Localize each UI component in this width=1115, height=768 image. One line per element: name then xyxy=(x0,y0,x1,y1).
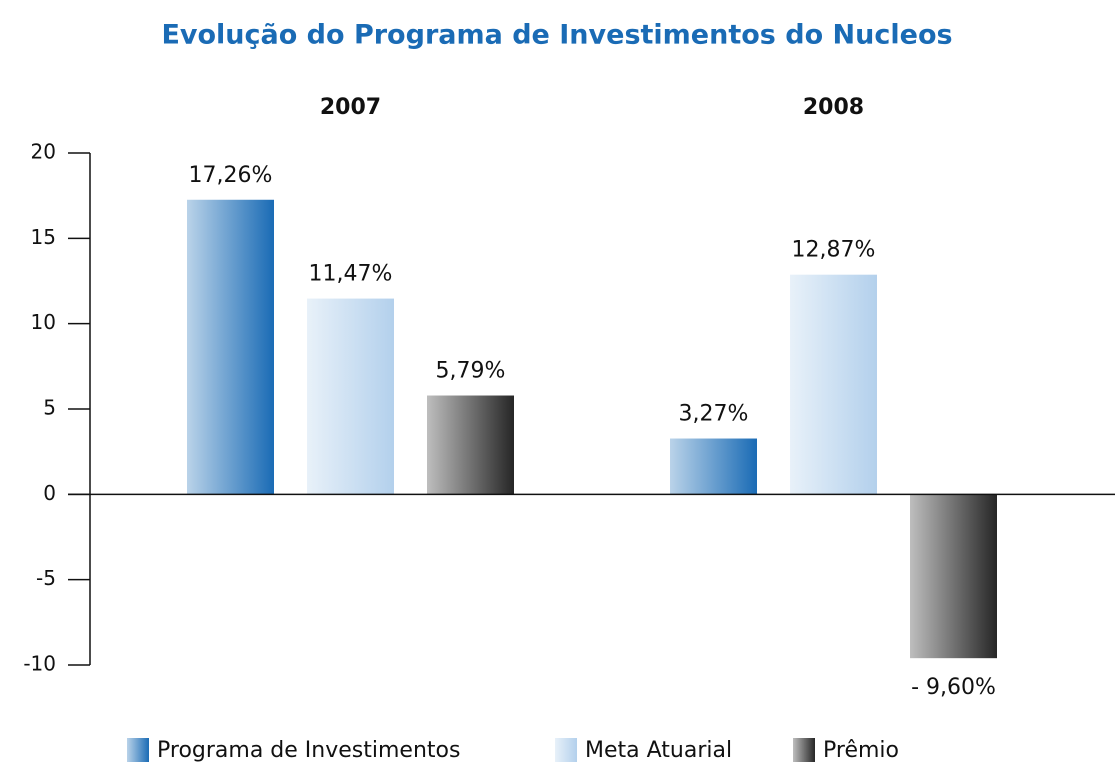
value-label: 11,47% xyxy=(309,262,393,287)
bar xyxy=(910,494,997,659)
value-label: 5,79% xyxy=(436,359,506,384)
x-category-label: 2007 xyxy=(320,95,381,120)
bar xyxy=(307,298,394,495)
chart-title: Evolução do Programa de Investimentos do… xyxy=(161,20,952,51)
y-tick-label: 0 xyxy=(43,481,56,505)
legend-label: Prêmio xyxy=(823,738,899,763)
value-label: 12,87% xyxy=(792,238,876,263)
value-label: 17,26% xyxy=(189,163,273,188)
y-tick-label: -5 xyxy=(36,566,56,590)
legend-swatch xyxy=(555,738,577,762)
value-label: - 9,60% xyxy=(911,675,996,700)
bar xyxy=(187,199,274,495)
bar xyxy=(427,395,514,495)
y-tick-label: 5 xyxy=(43,396,56,420)
legend-swatch xyxy=(127,738,149,762)
x-category-label: 2008 xyxy=(803,95,864,120)
bar xyxy=(790,274,877,495)
value-label: 3,27% xyxy=(679,402,749,427)
legend-swatch xyxy=(793,738,815,762)
bar xyxy=(670,438,757,495)
y-tick-label: 15 xyxy=(31,225,56,249)
y-tick-label: -10 xyxy=(23,652,56,676)
legend-label: Meta Atuarial xyxy=(585,738,732,763)
legend-label: Programa de Investimentos xyxy=(157,738,460,763)
y-tick-label: 20 xyxy=(31,140,56,164)
y-tick-label: 10 xyxy=(31,310,56,334)
